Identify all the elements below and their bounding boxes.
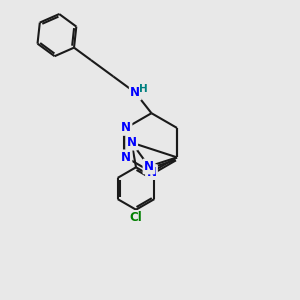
Text: N: N xyxy=(144,160,154,173)
Text: Cl: Cl xyxy=(130,212,142,224)
Text: N: N xyxy=(146,166,157,178)
Text: N: N xyxy=(130,86,140,99)
Text: N: N xyxy=(121,122,131,134)
Text: N: N xyxy=(121,151,131,164)
Text: H: H xyxy=(139,84,148,94)
Text: N: N xyxy=(127,136,137,149)
